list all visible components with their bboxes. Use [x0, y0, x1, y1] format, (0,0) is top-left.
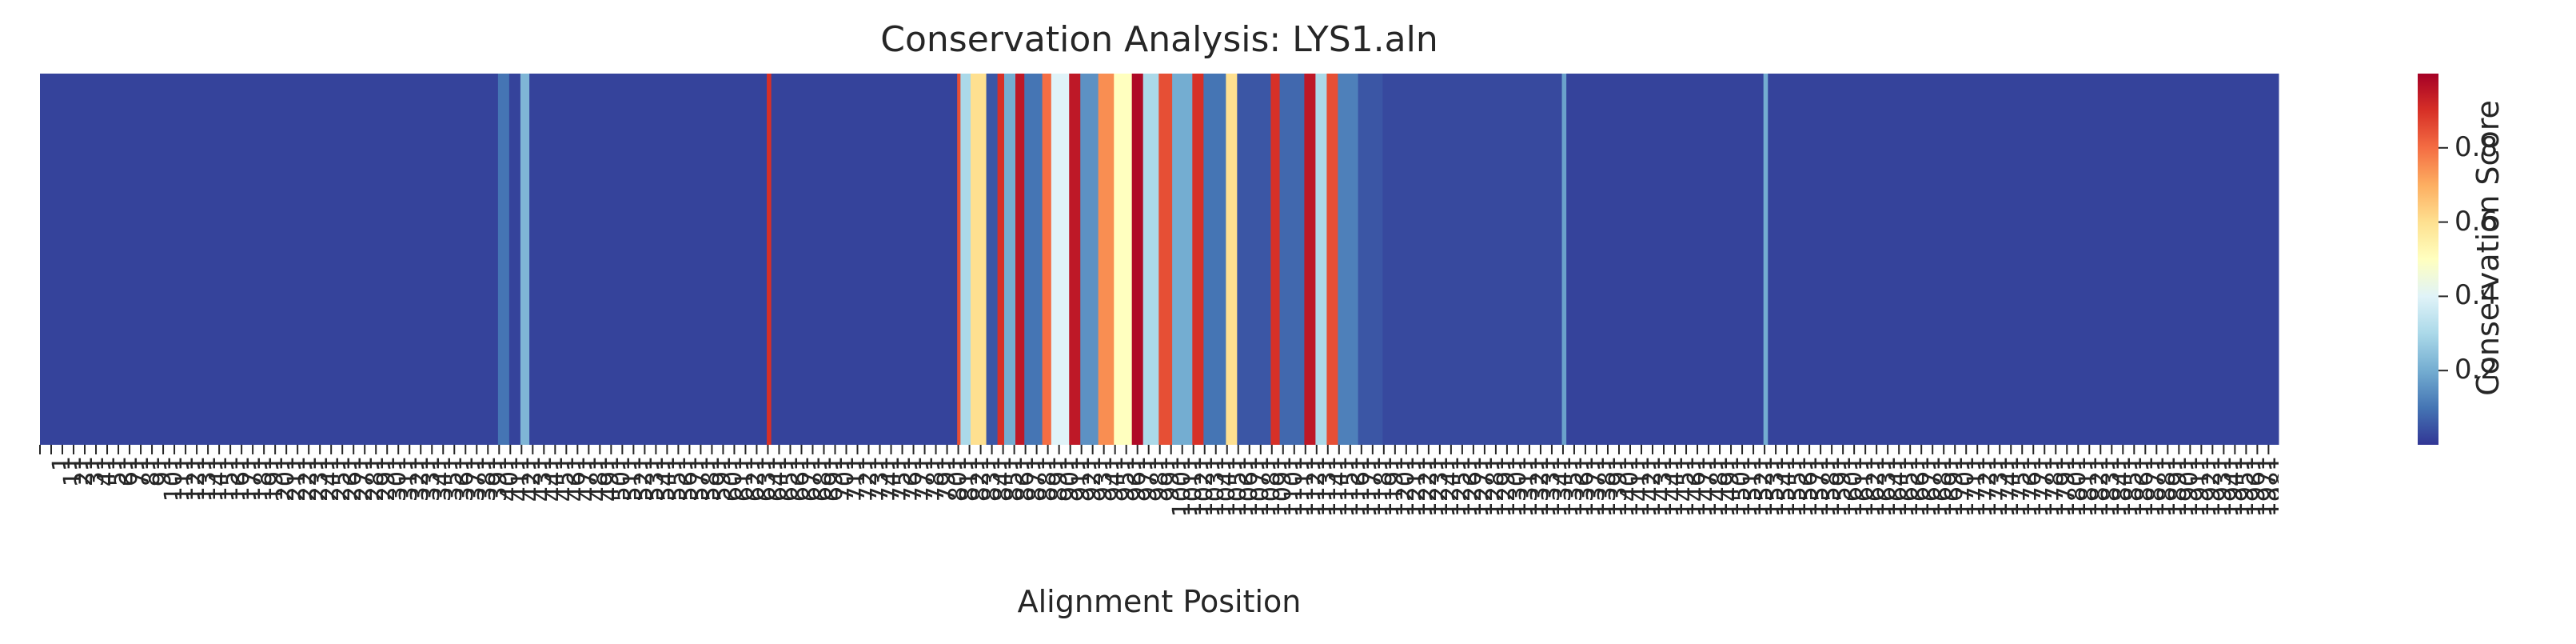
- heatmap-cell: [1304, 74, 1316, 445]
- heatmap-cell: [986, 74, 999, 445]
- x-axis-ticks: [39, 445, 2270, 454]
- heatmap-cell: [1358, 74, 1383, 445]
- colorbar-tick-label: 0.6: [2454, 205, 2498, 238]
- x-tick-labels: 1 11 21 31 41 51 61 71 81 91 101 111 121 131 141 151 161…: [40, 456, 2279, 576]
- heatmap-cell: [1098, 74, 1115, 445]
- heatmap-cell: [767, 74, 772, 445]
- chart-title: Conservation Analysis: LYS1.aln: [880, 19, 1438, 60]
- heatmap-cell: [970, 74, 987, 445]
- heatmap-cell: [1226, 74, 1238, 445]
- colorbar: [2418, 74, 2438, 445]
- colorbar-tick-label: 0.4: [2454, 279, 2498, 312]
- heatmap-cell: [1015, 74, 1025, 445]
- heatmap-cell: [1763, 74, 1769, 445]
- heatmap-cell: [497, 74, 510, 445]
- heatmap-cell: [1768, 74, 2279, 445]
- heatmap-cell: [520, 74, 530, 445]
- heatmap-cell: [1042, 74, 1052, 445]
- heatmap-cell: [1142, 74, 1159, 445]
- heatmap-cells: [40, 74, 2279, 445]
- heatmap-cell: [771, 74, 958, 445]
- heatmap-cell: [1131, 74, 1144, 445]
- colorbar-ticks: [2438, 146, 2448, 372]
- heatmap-cell: [1382, 74, 1563, 445]
- heatmap-cell: [1326, 74, 1338, 445]
- heatmap-cell: [1566, 74, 1765, 445]
- heatmap-cell: [508, 74, 521, 445]
- heatmap-cell: [1158, 74, 1173, 445]
- colorbar-tick-label: 0.8: [2454, 130, 2498, 163]
- heatmap-cell: [1561, 74, 1567, 445]
- heatmap-cell: [1203, 74, 1226, 445]
- heatmap-cell: [1069, 74, 1081, 445]
- heatmap-cell: [1024, 74, 1043, 445]
- heatmap-cell: [1237, 74, 1271, 445]
- heatmap-cell: [529, 74, 768, 445]
- heatmap-cell: [1270, 74, 1281, 445]
- heatmap-cell: [40, 74, 499, 445]
- heatmap-cell: [1192, 74, 1204, 445]
- heatmap-cell: [957, 74, 961, 445]
- heatmap-cell: [1004, 74, 1016, 445]
- heatmap-cell: [1114, 74, 1133, 445]
- heatmap-cell: [997, 74, 1005, 445]
- x-tick-label: 1991: [2276, 456, 2279, 518]
- heatmap-cell: [1080, 74, 1099, 445]
- heatmap-cell: [1338, 74, 1359, 445]
- heatmap-cell: [1315, 74, 1327, 445]
- heatmap-cell: [1051, 74, 1070, 445]
- heatmap-cell: [960, 74, 971, 445]
- colorbar-tick-label: 0.2: [2454, 354, 2498, 386]
- x-axis-label: Alignment Position: [1017, 584, 1302, 619]
- heatmap-cell: [1279, 74, 1305, 445]
- heatmap-cell: [1172, 74, 1193, 445]
